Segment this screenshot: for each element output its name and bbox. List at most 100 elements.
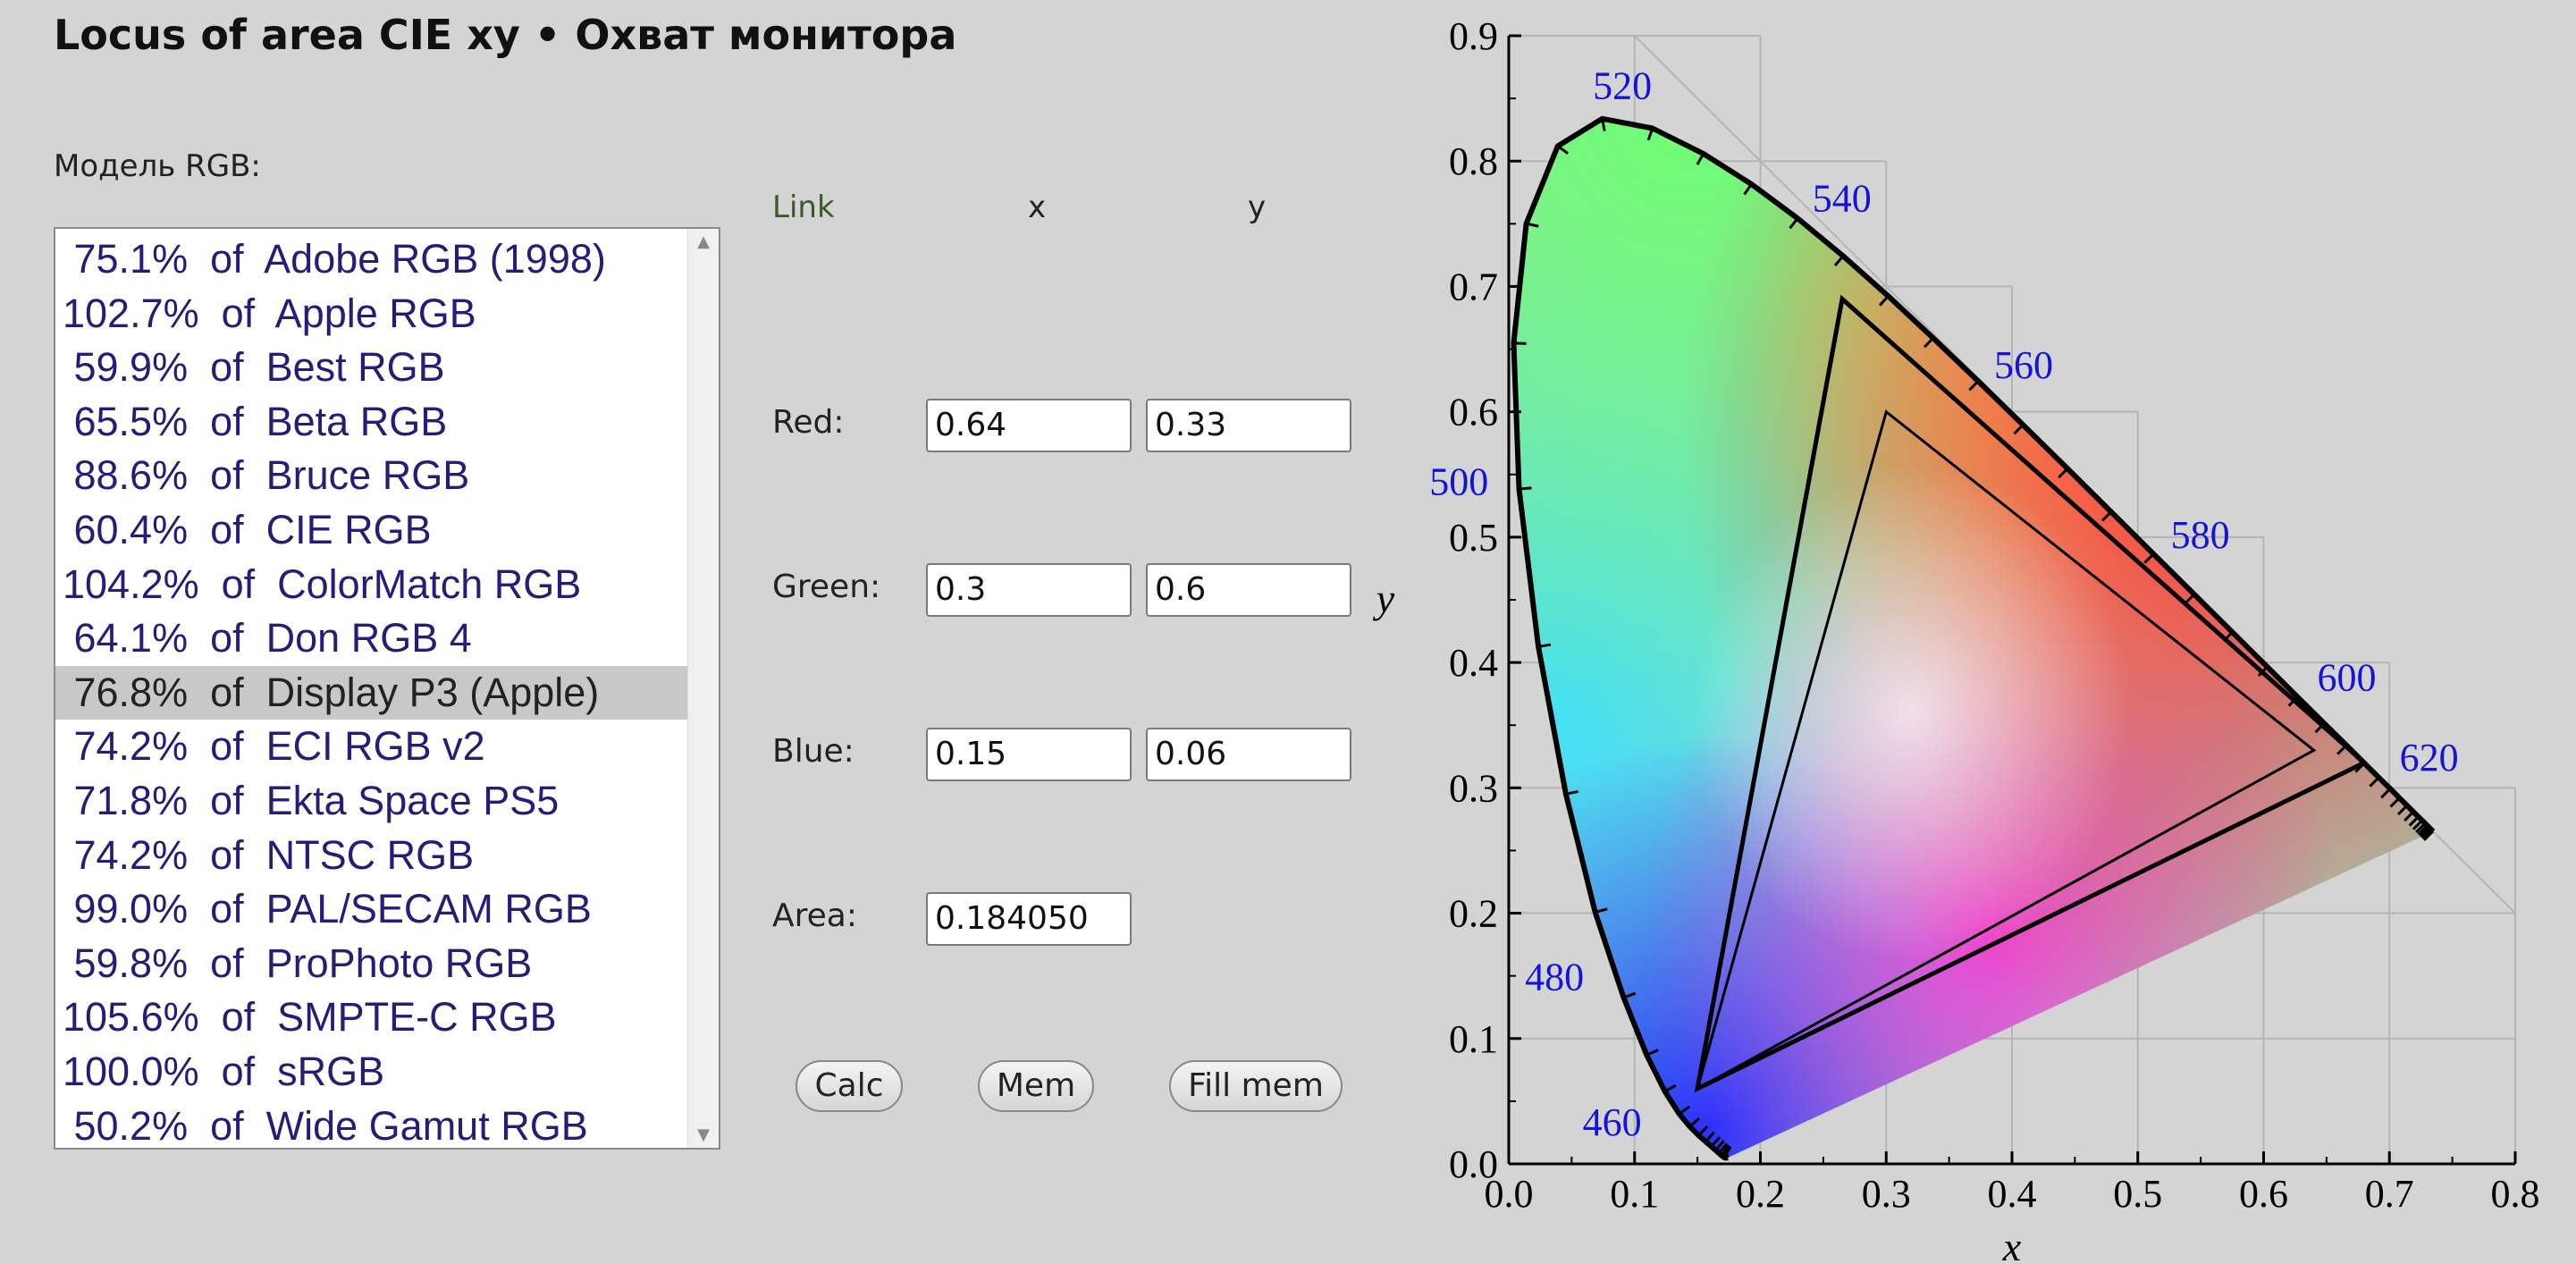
locus-tick: [2403, 811, 2415, 822]
blue-y-input[interactable]: 0.06: [1146, 728, 1351, 781]
x-tick-label: 0.1: [1610, 1172, 1659, 1216]
blue-x-input[interactable]: 0.15: [926, 728, 1132, 781]
color-gamut-fill: [1513, 118, 2434, 1159]
rgb-model-option[interactable]: 60.4% of CIE RGB: [63, 506, 432, 552]
wavelength-label: 520: [1593, 64, 1652, 108]
rgb-model-option[interactable]: 88.6% of Bruce RGB: [63, 452, 470, 499]
x-tick-label: 0.2: [1736, 1172, 1785, 1216]
mem-button[interactable]: Mem: [978, 1060, 1094, 1112]
rgb-model-option[interactable]: 64.1% of Don RGB 4: [63, 615, 472, 661]
locus-tick: [1688, 1117, 1701, 1128]
locus-tick: [1833, 255, 1845, 266]
locus-tick: [1678, 1105, 1690, 1116]
locus-tick: [1714, 1140, 1725, 1151]
red-x-input[interactable]: 0.64: [926, 399, 1132, 452]
rgb-model-option[interactable]: 50.2% of Wide Gamut RGB: [63, 1102, 588, 1149]
fill-mem-button[interactable]: Fill mem: [1169, 1060, 1343, 1112]
y-tick-label: 0.6: [1449, 391, 1498, 434]
rgb-model-option[interactable]: 74.2% of ECI RGB v2: [63, 723, 485, 770]
page-title: Locus of area CIE xy • Охват монитора: [54, 11, 957, 59]
locus-tick: [1537, 643, 1552, 648]
wavelength-label: 540: [1813, 177, 1872, 221]
locus-tick: [2058, 468, 2069, 479]
y-tick-label: 0.9: [1449, 14, 1498, 58]
red-label: Red:: [772, 404, 845, 441]
locus-tick: [1565, 789, 1578, 796]
scroll-down-arrow-icon[interactable]: ▼: [697, 1125, 710, 1144]
rgb-model-option[interactable]: 59.8% of ProPhoto RGB: [63, 940, 533, 986]
locus-tick: [2408, 815, 2420, 827]
area-label: Area:: [772, 897, 857, 934]
x-tick-label: 0.5: [2113, 1172, 2162, 1216]
locus-tick: [1705, 1131, 1715, 1143]
rgb-model-option[interactable]: 99.0% of PAL/SECAM RGB: [63, 886, 592, 932]
y-tick-label: 0.1: [1449, 1017, 1498, 1061]
green-x-input[interactable]: 0.3: [926, 563, 1132, 617]
locus-tick: [2415, 822, 2427, 833]
x-tick-label: 0.0: [1485, 1172, 1534, 1216]
green-y-input[interactable]: 0.6: [1146, 563, 1351, 617]
wavelength-label: 600: [2318, 655, 2377, 699]
wavelength-label: 560: [1994, 343, 2053, 387]
blue-label: Blue:: [772, 733, 854, 770]
locus-tick: [1722, 1145, 1732, 1158]
locus-tick: [1968, 380, 1980, 392]
x-tick-label: 0.6: [2239, 1172, 2288, 1216]
y-tick-label: 0.3: [1449, 766, 1498, 810]
rgb-model-list: 75.1% of Adobe RGB (1998) 102.7% of Apple…: [55, 232, 692, 1149]
rgb-model-option[interactable]: 105.6% of SMPTE-C RGB: [63, 994, 557, 1041]
rgb-model-option[interactable]: 76.8% of Display P3 (Apple): [55, 665, 692, 720]
rgb-model-option[interactable]: 104.2% of ColorMatch RGB: [63, 560, 582, 607]
locus-tick: [2417, 824, 2429, 836]
scroll-up-arrow-icon[interactable]: ▲: [697, 232, 710, 251]
rgb-model-option[interactable]: 75.1% of Adobe RGB (1998): [63, 236, 606, 282]
locus-tick: [1601, 118, 1606, 131]
locus-tick: [1696, 153, 1705, 165]
locus-tick: [2143, 552, 2155, 564]
red-y-input[interactable]: 0.33: [1146, 399, 1351, 452]
locus-tick: [1526, 222, 1539, 228]
rgb-model-option[interactable]: 74.2% of NTSC RGB: [63, 831, 475, 878]
x-tick-label: 0.3: [1862, 1172, 1911, 1216]
rgb-model-listbox[interactable]: 75.1% of Adobe RGB (1998) 102.7% of Apple…: [54, 227, 720, 1150]
wavelength-label: 500: [1429, 460, 1488, 504]
locus-tick: [2100, 510, 2112, 522]
locus-tick: [1710, 1136, 1722, 1148]
display-p3-triangle: [1694, 294, 2369, 1093]
locus-tick: [1720, 1144, 1730, 1157]
cie-xy-chromaticity-chart: 0.0 0.1 0.2 0.3 0.4 0.5 0.6 0.7 0.8 0.0 0.1 0.2 0.3 0…: [1373, 14, 2540, 1264]
chart-axes: 0.0 0.1 0.2 0.3 0.4 0.5 0.6 0.7 0.8 0.0 0.1 0.2 0.3 0…: [1373, 14, 2540, 1264]
wavelength-label: 480: [1525, 956, 1584, 999]
wavelength-label: 620: [2400, 736, 2459, 779]
wavelength-label: 580: [2171, 513, 2230, 557]
x-tick-label: 0.7: [2365, 1172, 2414, 1216]
x-tick-label: 0.4: [1988, 1172, 2037, 1216]
locus-tick: [2389, 796, 2401, 808]
area-value-field[interactable]: 0.184050: [926, 892, 1132, 946]
locus-tick: [2184, 593, 2195, 604]
y-tick-label: 0.7: [1449, 265, 1498, 308]
locus-tick: [1717, 1142, 1729, 1154]
locus-tick: [2423, 830, 2435, 841]
rgb-model-option[interactable]: 100.0% of sRGB: [63, 1048, 385, 1094]
y-tick-label: 0.0: [1449, 1142, 1498, 1186]
locus-tick: [1924, 337, 1934, 349]
rgb-model-option[interactable]: 65.5% of Beta RGB: [63, 398, 448, 444]
column-header-y: y: [1248, 190, 1267, 225]
column-header-link[interactable]: Link: [772, 190, 835, 225]
rgb-model-label: Модель RGB:: [54, 148, 261, 184]
rgb-model-option[interactable]: 102.7% of Apple RGB: [63, 290, 476, 336]
locus-tick: [1646, 1049, 1659, 1057]
locus-tick: [1878, 295, 1890, 307]
locus-tick: [2013, 424, 2025, 435]
calc-button[interactable]: Calc: [796, 1060, 903, 1112]
locus-tick: [2412, 819, 2423, 830]
locus-tick: [2369, 776, 2380, 788]
rgb-model-option[interactable]: 71.8% of Ekta Space PS5: [63, 777, 560, 823]
listbox-scrollbar[interactable]: ▲ ▼: [687, 229, 719, 1148]
y-tick-label: 0.4: [1449, 641, 1498, 685]
locus-tick: [1646, 127, 1654, 141]
y-axis-label: y: [1373, 576, 1395, 621]
rgb-model-option[interactable]: 59.9% of Best RGB: [63, 344, 445, 391]
spectral-locus: [1511, 115, 2436, 1161]
